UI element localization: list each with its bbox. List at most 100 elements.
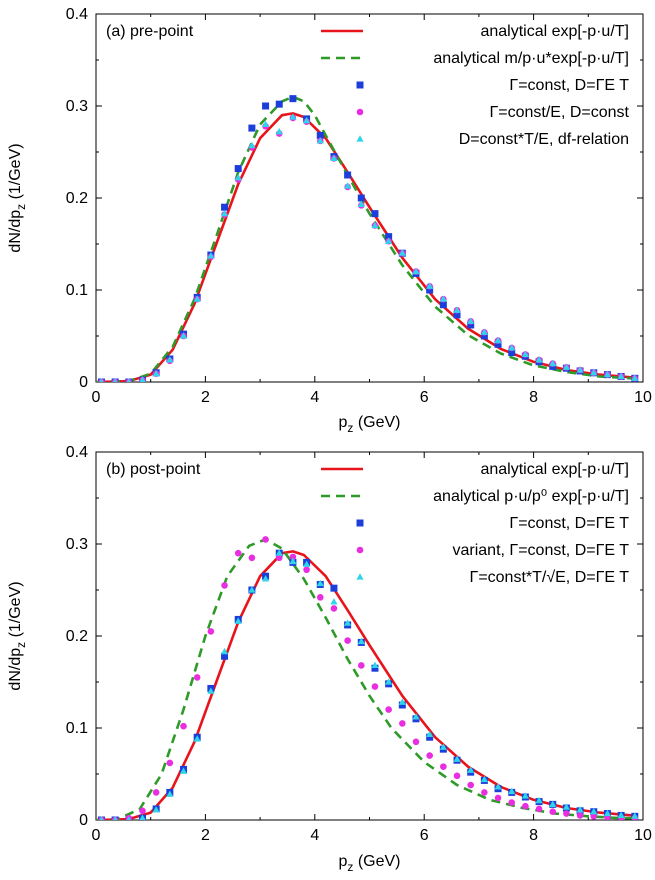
data-point-s4-35 [576,806,584,813]
series-line-1 [96,538,633,820]
data-point-s4-13 [275,549,283,556]
legend-label-4: Γ=const*T/√E, D=ΓE T [470,569,630,586]
data-point-s4-3 [139,814,146,820]
data-point-s2-9 [221,652,229,660]
data-point-s3-7 [193,674,201,681]
data-point-s4-14 [289,557,297,565]
data-point-s3-13 [275,554,283,562]
data-point-s4-22 [398,249,406,256]
legend-label-3: variant, Γ=const, D=ΓE T [452,542,629,559]
x-tick-label: 6 [420,389,429,406]
data-point-s2-30 [508,349,516,357]
x-axis-label: pz (GeV) [338,414,400,435]
data-point-s4-30 [508,787,516,795]
data-point-s4-9 [220,647,229,655]
data-point-s3-6 [180,722,187,730]
panel-label: (b) post-point [106,461,201,478]
data-point-s2-16 [316,131,324,139]
data-point-s2-18 [344,171,352,179]
data-point-s4-32 [535,356,543,363]
legend-symbol-3 [356,546,364,554]
data-point-s4-22 [398,698,406,705]
data-point-s3-18 [344,637,351,644]
legend-symbol-2 [356,81,364,89]
data-point-s2-9 [221,203,229,211]
y-tick-label: 0.2 [66,628,88,645]
x-tick-label: 4 [310,389,319,406]
x-tick-label: 8 [529,389,538,406]
x-tick-label: 10 [634,389,652,406]
data-point-s4-12 [261,575,270,582]
data-point-s4-33 [549,359,557,367]
data-point-s4-34 [562,803,571,810]
data-point-s4-36 [590,807,598,815]
data-point-s4-0 [99,378,104,382]
data-point-s4-23 [412,713,420,720]
data-point-s4-7 [193,735,201,742]
legend: analytical exp[-p·u/T] analytical p·u/p⁰ … [321,461,629,586]
data-point-s4-10 [234,617,242,624]
data-point-s3-3 [139,807,146,815]
data-point-s2-19 [357,194,365,202]
legend-label-0: analytical exp[-p·u/T] [480,461,629,478]
data-point-s4-19 [357,637,365,645]
data-point-s3-25 [440,763,447,770]
data-point-s4-6 [179,332,188,339]
y-tick-label: 0 [79,812,88,829]
data-point-s4-11 [248,586,256,593]
data-point-s4-7 [193,295,201,302]
y-axis-label-main: dN/dp [7,210,24,253]
data-point-s3-11 [248,554,256,562]
data-point-s4-20 [371,661,379,669]
data-point-s4-12 [261,120,270,127]
data-point-s3-21 [385,706,392,713]
data-point-s3-9 [221,582,228,589]
data-point-s3-10 [234,549,242,557]
data-point-s4-17 [330,154,338,162]
data-point-s4-29 [494,336,502,344]
data-point-s4-1 [113,816,118,820]
data-point-s4-32 [535,796,543,804]
legend-symbol-4 [356,573,364,580]
y-tick-label: 0.1 [66,282,88,299]
legend-symbol-3 [356,108,364,116]
data-point-s4-37 [603,370,612,378]
data-point-s3-31 [522,802,529,810]
data-point-s4-16 [316,137,324,144]
data-point-s4-35 [576,366,584,373]
data-point-s4-13 [275,127,283,135]
data-point-s3-23 [412,738,420,746]
data-point-s4-8 [207,252,215,259]
x-axis-label-sub: z [347,421,353,435]
data-point-s2-17 [330,584,338,592]
data-point-s4-31 [521,792,529,799]
legend-label-4: D=const*T/E, df-relation [459,131,629,148]
data-point-s3-29 [494,794,502,802]
data-point-s4-4 [152,369,160,377]
data-point-s2-10 [234,165,242,173]
x-tick-label: 0 [92,389,101,406]
y-axis-label: dN/dpz (1/GeV) [7,143,28,252]
data-point-s4-0 [99,816,104,820]
data-point-s4-3 [139,376,146,382]
legend: analytical exp[-p·u/T] analytical m/p·u*e… [321,23,630,148]
y-axis-label-main: dN/dp [7,648,24,691]
plot-area [96,536,639,820]
data-point-s3-33 [549,808,557,816]
data-point-s4-11 [248,141,256,149]
data-point-s4-36 [590,369,598,376]
data-point-s2-21 [385,233,393,241]
data-point-s4-39 [631,374,639,381]
data-point-s4-33 [549,800,557,807]
plot-frame [95,13,644,383]
data-point-s3-27 [467,781,474,789]
y-tick-label: 0 [79,374,88,391]
data-point-s4-18 [344,182,352,189]
data-point-s4-15 [302,116,311,124]
data-point-s3-32 [535,805,543,813]
data-point-s4-38 [617,372,625,380]
data-point-s4-31 [521,350,529,357]
y-axis-label-unit: (1/GeV) [7,143,24,203]
data-point-s3-19 [357,662,365,669]
